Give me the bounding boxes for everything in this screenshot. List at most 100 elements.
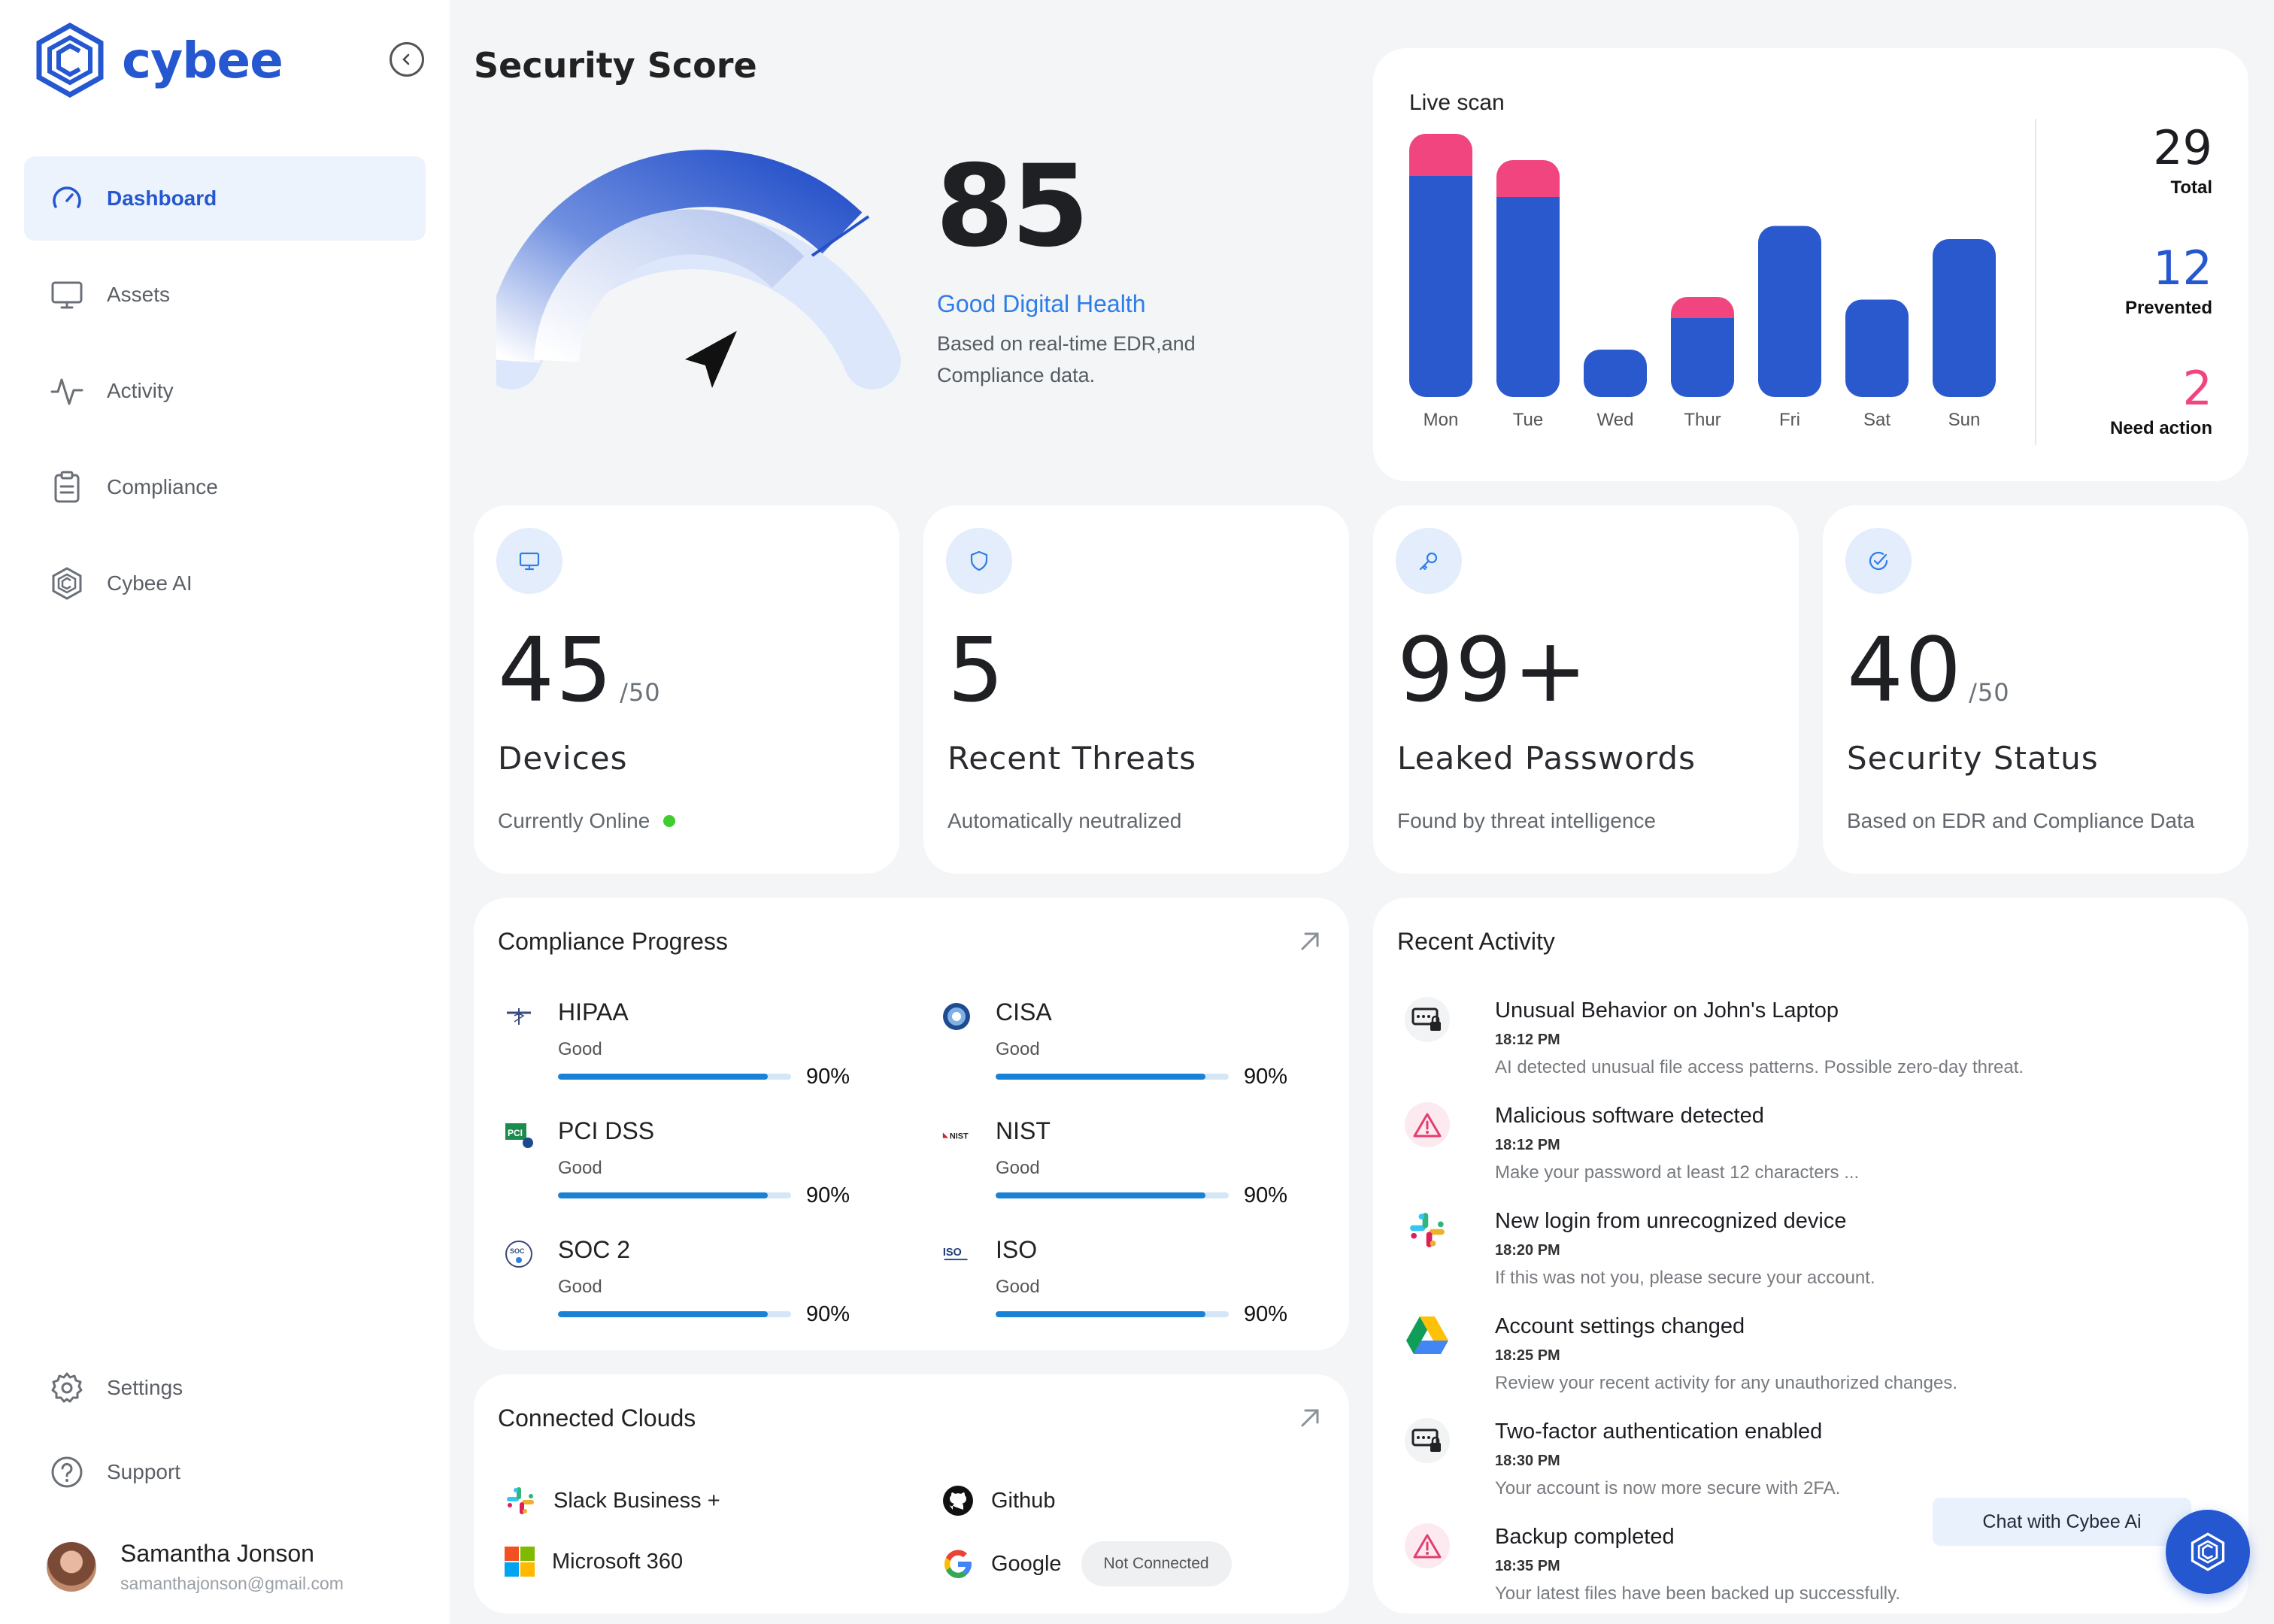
leaked-passwords-card[interactable]: 99+ Leaked Passwords Found by threat int… xyxy=(1373,505,1799,874)
security-score-description: Based on real-time EDR,and Compliance da… xyxy=(937,332,1196,386)
chevron-left-icon xyxy=(402,53,410,65)
stat-total: 29 Total xyxy=(2153,122,2212,198)
activity-item-unusual-behavior-on-john-s-laptop[interactable]: Unusual Behavior on John's Laptop 18:12 P… xyxy=(1405,997,2157,1090)
compliance-name: NIST xyxy=(996,1117,1051,1144)
compliance-percent: 90% xyxy=(806,1065,850,1089)
security-score-label: Good Digital Health xyxy=(937,290,1146,317)
compliance-item-iso[interactable]: ISO ISO Good 90% xyxy=(941,1235,1287,1347)
chat-button[interactable] xyxy=(2166,1510,2250,1594)
x-tick-label: Fri xyxy=(1779,410,1800,430)
compliance-name: CISA xyxy=(996,998,1052,1026)
x-tick-label: Sat xyxy=(1863,410,1890,430)
x-tick-label: Sun xyxy=(1948,410,1981,430)
bar-segment-base-wed xyxy=(1584,350,1647,397)
not-connected-badge[interactable]: Not Connected xyxy=(1081,1541,1232,1586)
bar-mon xyxy=(1409,134,1472,397)
activity-item-new-login-from-unrecognized-device[interactable]: New login from unrecognized device 18:20 … xyxy=(1405,1207,2157,1301)
x-tick-label: Thur xyxy=(1684,410,1721,430)
collapse-sidebar-button[interactable] xyxy=(390,42,424,77)
compliance-progress-fill xyxy=(558,1074,768,1080)
devices-card[interactable]: 45/50 Devices Currently Online xyxy=(474,505,899,874)
nav-label: Activity xyxy=(107,379,174,402)
compliance-item-pci-dss[interactable]: PCI PCI DSS Good 90% xyxy=(504,1116,850,1229)
key-icon xyxy=(1396,528,1462,594)
x-tick-label: Wed xyxy=(1597,410,1634,430)
nav-item-compliance[interactable]: Compliance xyxy=(24,445,426,529)
user-profile[interactable]: Samantha Jonson samanthajonson@gmail.com xyxy=(47,1540,344,1594)
compliance-item-soc-2[interactable]: SOC SOC 2 Good 90% xyxy=(504,1235,850,1347)
compliance-progress-fill xyxy=(996,1192,1205,1198)
hipaa-logo-icon xyxy=(504,1001,534,1032)
cloud-slack[interactable]: Slack Business + xyxy=(504,1484,720,1517)
devices-total: /50 xyxy=(620,678,661,707)
activity-item-backup-completed[interactable]: Backup completed 18:35 PM Your latest file… xyxy=(1405,1523,2157,1616)
nav-item-support[interactable]: Support xyxy=(24,1430,426,1514)
bar-segment-base-sun xyxy=(1933,239,1996,397)
stat-need-action-label: Need action xyxy=(2109,418,2212,438)
recent-threats-desc: Automatically neutralized xyxy=(948,809,1182,832)
activity-title: Unusual Behavior on John's Laptop xyxy=(1495,998,1839,1023)
cloud-github[interactable]: Github xyxy=(941,1484,1055,1517)
svg-text:SOC: SOC xyxy=(510,1247,525,1255)
activity-desc: Your account is now more secure with 2FA… xyxy=(1495,1478,1841,1498)
google-drive-icon xyxy=(1405,1313,1450,1358)
compliance-progress-card: Compliance Progress HIPAA Good 90% CISA Good… xyxy=(474,898,1349,1350)
nav-item-dashboard[interactable]: Dashboard xyxy=(24,156,426,241)
compliance-name: HIPAA xyxy=(558,998,629,1026)
compliance-percent: 90% xyxy=(1244,1065,1288,1089)
nav-item-assets[interactable]: Assets xyxy=(24,253,426,337)
cloud-google[interactable]: Google Not Connected xyxy=(941,1541,1232,1586)
recent-threats-value: 5 xyxy=(948,618,1006,722)
recent-threats-card[interactable]: 5 Recent Threats Automatically neutraliz… xyxy=(923,505,1349,874)
compliance-progress-bar xyxy=(996,1311,1229,1317)
chat-with-cybee-label[interactable]: Chat with Cybee Ai xyxy=(1933,1498,2191,1546)
stat-prevented-value: 12 xyxy=(2153,241,2212,295)
nav-label: Dashboard xyxy=(107,186,217,210)
github-icon xyxy=(943,1486,973,1516)
avatar xyxy=(47,1542,96,1592)
svg-text:NIST: NIST xyxy=(950,1132,969,1141)
security-status-value: 40 xyxy=(1847,618,1963,722)
warning-icon xyxy=(1405,1523,1450,1568)
online-status-dot xyxy=(663,815,676,827)
compliance-status: Good xyxy=(996,1158,1040,1178)
cloud-microsoft[interactable]: Microsoft 360 xyxy=(504,1546,683,1577)
stat-need-action: 2 Need action xyxy=(2110,362,2212,439)
compliance-item-hipaa[interactable]: HIPAA Good 90% xyxy=(504,997,850,1110)
compliance-name: PCI DSS xyxy=(558,1117,655,1144)
security-status-total: /50 xyxy=(1969,678,2010,707)
activity-desc: If this was not you, please secure your … xyxy=(1495,1268,1875,1288)
arrow-up-right-icon[interactable] xyxy=(1295,926,1325,956)
nav-item-settings[interactable]: Settings xyxy=(24,1346,426,1430)
arrow-up-right-icon[interactable] xyxy=(1295,1403,1325,1433)
activity-item-malicious-software-detected[interactable]: Malicious software detected 18:12 PM Make … xyxy=(1405,1102,2157,1195)
compliance-percent: 90% xyxy=(806,1302,850,1326)
svg-text:PCI: PCI xyxy=(508,1128,523,1138)
compliance-item-nist[interactable]: NIST NIST Good 90% xyxy=(941,1116,1287,1229)
leaked-passwords-desc: Found by threat intelligence xyxy=(1397,809,1656,832)
activity-desc: Review your recent activity for any unau… xyxy=(1495,1373,1957,1393)
compliance-progress-fill xyxy=(558,1311,768,1317)
nist-logo-icon: NIST xyxy=(941,1120,972,1150)
cisa-logo-icon xyxy=(941,1001,972,1032)
nav-item-activity[interactable]: Activity xyxy=(24,349,426,433)
compliance-status: Good xyxy=(558,1039,602,1059)
stat-total-value: 29 xyxy=(2153,120,2212,175)
compliance-progress-fill xyxy=(558,1192,768,1198)
activity-item-account-settings-changed[interactable]: Account settings changed 18:25 PM Review y… xyxy=(1405,1313,2157,1406)
nav-item-cybee-ai[interactable]: Cybee AI xyxy=(24,541,426,626)
bar-tue xyxy=(1496,160,1560,397)
compliance-progress-fill xyxy=(996,1074,1205,1080)
activity-item-two-factor-authentication-enabled[interactable]: Two-factor authentication enabled 18:30 P… xyxy=(1405,1418,2157,1511)
security-status-card[interactable]: 40/50 Security Status Based on EDR and C… xyxy=(1823,505,2248,874)
check-circle-icon xyxy=(1845,528,1912,594)
brand[interactable]: cybee xyxy=(35,23,283,98)
compliance-item-cisa[interactable]: CISA Good 90% xyxy=(941,997,1287,1110)
leaked-passwords-title: Leaked Passwords xyxy=(1397,740,1696,777)
clouds-title: Connected Clouds xyxy=(498,1404,696,1432)
cybee-hexagon-icon xyxy=(50,566,84,601)
activity-time: 18:12 PM xyxy=(1495,1137,1560,1153)
recent-threats-title: Recent Threats xyxy=(948,740,1197,777)
activity-title: Backup completed xyxy=(1495,1525,1675,1549)
compliance-progress-fill xyxy=(996,1311,1205,1317)
